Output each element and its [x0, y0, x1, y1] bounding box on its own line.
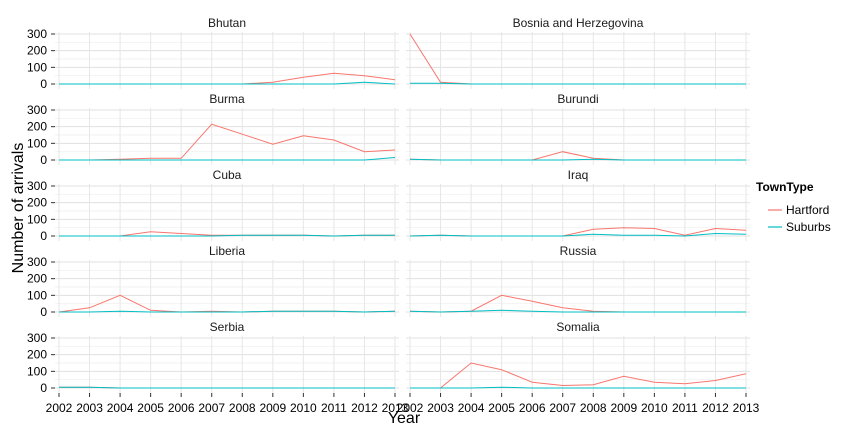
y-tick-label: 0: [40, 381, 47, 395]
y-tick-label: 0: [40, 77, 47, 91]
y-tick-label: 300: [27, 331, 47, 345]
chart-panels: Bhutan Bosnia and Herzegovina Burma Burundi…: [55, 16, 750, 393]
series-line-suburbs: [410, 386, 746, 389]
x-tick-label: 2004: [107, 401, 134, 415]
y-axis-title: Number of arrivals: [10, 143, 27, 274]
facet-title: Cuba: [213, 168, 242, 182]
series-line-suburbs: [410, 82, 746, 85]
y-tick-label: 0: [40, 305, 47, 319]
x-tick-label: 2004: [458, 401, 485, 415]
y-tick-label: 300: [27, 103, 47, 117]
facet-title: Liberia: [209, 244, 245, 258]
series-line-suburbs: [409, 309, 746, 313]
facet-title: Iraq: [568, 168, 589, 182]
facet-title: Burundi: [557, 92, 598, 106]
y-tick-label: 300: [27, 27, 47, 41]
x-tick-label: 2007: [198, 401, 225, 415]
y-tick-label: 0: [40, 153, 47, 167]
y-tick-label: 200: [27, 196, 47, 210]
legend-label: Suburbs: [786, 220, 831, 234]
series-line-hartford: [59, 72, 396, 85]
legend-item: Suburbs: [768, 220, 831, 234]
x-tick-label: 2010: [641, 401, 668, 415]
x-tick-label: 2002: [397, 401, 424, 415]
x-tick-label: 2009: [610, 401, 637, 415]
facet-panel: Cuba: [55, 168, 399, 241]
facet-panel: Bhutan: [55, 16, 399, 89]
x-tick-label: 2012: [351, 401, 378, 415]
y-tick-label: 100: [27, 212, 47, 226]
x-tick-label: 2012: [702, 401, 729, 415]
legend-items: Hartford Suburbs: [768, 203, 831, 234]
x-tick-label: 2006: [168, 401, 195, 415]
facet-title: Somalia: [556, 320, 600, 334]
facet-panel: Iraq: [406, 168, 750, 241]
facet-panel: Burma: [55, 92, 399, 165]
x-tick-label: 2008: [229, 401, 256, 415]
legend-label: Hartford: [786, 203, 829, 217]
series-line-suburbs: [409, 158, 746, 161]
facet-title: Burma: [209, 92, 245, 106]
series-line-hartford: [410, 362, 747, 389]
x-tick-label: 2005: [137, 401, 164, 415]
y-tick-label: 300: [27, 179, 47, 193]
y-tick-label: 0: [40, 229, 47, 243]
x-tick-label: 2003: [76, 401, 103, 415]
facet-title: Serbia: [210, 320, 245, 334]
facet-title: Bhutan: [208, 16, 246, 30]
facet-panel: Russia: [406, 244, 750, 317]
y-tick-label: 200: [27, 348, 47, 362]
x-tick-label: 2006: [519, 401, 546, 415]
y-tick-label: 200: [27, 44, 47, 58]
series-line-suburbs: [59, 81, 396, 85]
x-tick-label: 2009: [259, 401, 286, 415]
x-tick-label: 2013: [382, 401, 409, 415]
y-tick-label: 100: [27, 136, 47, 150]
facet-title: Russia: [560, 244, 597, 258]
y-tick-label: 200: [27, 272, 47, 286]
facet-panel: Burundi: [406, 92, 750, 165]
series-line-suburbs: [59, 310, 396, 313]
series-line-suburbs: [59, 386, 395, 389]
x-tick-label: 2003: [427, 401, 454, 415]
x-tick-label: 2011: [672, 401, 698, 415]
x-tick-label: 2002: [46, 401, 73, 415]
legend: TownType Hartford Suburbs: [756, 180, 831, 234]
facet-panel: Serbia: [55, 320, 399, 393]
series-line-suburbs: [59, 157, 396, 161]
y-tick-label: 100: [27, 364, 47, 378]
series-line-suburbs: [409, 232, 747, 237]
x-tick-label: 2007: [549, 401, 576, 415]
y-tick-label: 300: [27, 255, 47, 269]
facet-panel: Liberia: [55, 244, 399, 317]
x-tick-label: 2013: [733, 401, 760, 415]
x-tick-label: 2010: [290, 401, 317, 415]
y-tick-label: 100: [27, 60, 47, 74]
x-axis-title: Year: [388, 410, 421, 427]
x-tick-label: 2011: [321, 401, 347, 415]
x-tick-label: 2005: [488, 401, 515, 415]
facet-panel: Somalia: [406, 320, 750, 393]
y-tick-label: 100: [27, 288, 47, 302]
chart-axes: 0 100 200 300 0 100 200 300 0 100 200 300 0 100 200 300…: [27, 27, 760, 415]
series-line-hartford: [59, 123, 396, 161]
y-tick-label: 200: [27, 120, 47, 134]
facet-panel: Bosnia and Herzegovina: [406, 16, 750, 89]
legend-item: Hartford: [768, 203, 829, 217]
legend-title: TownType: [756, 180, 814, 194]
series-line-suburbs: [59, 234, 395, 237]
x-tick-label: 2008: [580, 401, 607, 415]
series-line-hartford: [409, 151, 746, 161]
facet-title: Bosnia and Herzegovina: [513, 16, 644, 30]
